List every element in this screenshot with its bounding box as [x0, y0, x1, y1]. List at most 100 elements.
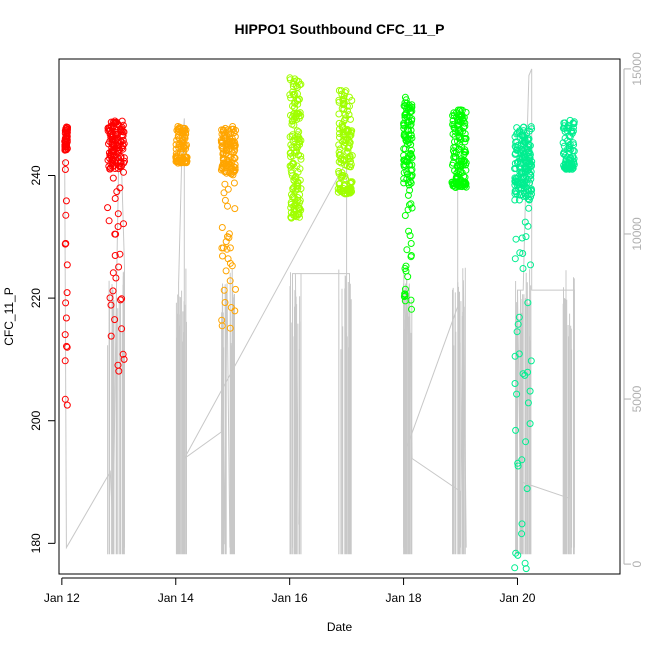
data-point [525, 147, 533, 155]
data-point [219, 252, 226, 260]
data-point [232, 285, 239, 293]
data-point [222, 267, 230, 275]
data-point [107, 332, 115, 340]
plot-frame [58, 58, 621, 575]
x-axis-label: Date [327, 620, 353, 634]
data-point [289, 159, 297, 167]
data-point [524, 222, 532, 230]
data-point [227, 170, 235, 178]
data-point [120, 355, 128, 363]
data-point [452, 153, 460, 161]
data-point [524, 148, 532, 156]
data-point [62, 299, 70, 307]
data-point [294, 168, 302, 176]
data-point [228, 262, 236, 270]
data-point [517, 180, 525, 188]
data-point [451, 132, 459, 140]
data-point [514, 320, 522, 328]
data-point [286, 91, 294, 99]
data-point [61, 331, 69, 339]
data-point [109, 146, 117, 154]
data-point [113, 139, 121, 147]
data-point [221, 299, 229, 306]
data-point [118, 117, 126, 125]
data-point [114, 223, 122, 231]
data-point [231, 133, 239, 141]
data-point [348, 152, 356, 160]
data-point [107, 164, 115, 172]
data-point [404, 206, 412, 214]
data-point [526, 387, 534, 395]
altitude-profile-spikes [221, 268, 235, 555]
data-point [345, 93, 353, 101]
data-point [460, 123, 468, 131]
data-point [513, 390, 521, 398]
data-point [112, 118, 120, 126]
data-point [560, 162, 568, 169]
data-point [106, 294, 114, 302]
data-point [406, 108, 414, 116]
data-point [518, 520, 526, 528]
data-point [111, 252, 119, 259]
data-point [224, 202, 231, 210]
data-point [527, 123, 535, 131]
y-tick-label: 220 [29, 288, 43, 308]
data-point [518, 456, 526, 464]
data-point [514, 462, 522, 470]
data-point [180, 125, 188, 133]
data-point [179, 143, 187, 151]
data-point [61, 166, 69, 173]
altitude-profile-spikes [107, 271, 125, 555]
data-point [519, 250, 527, 257]
data-point [119, 350, 127, 358]
data-point [63, 141, 71, 148]
data-point [226, 244, 234, 252]
data-point [225, 234, 233, 242]
data-point [335, 119, 343, 127]
data-point [231, 307, 239, 315]
data-point [222, 143, 230, 151]
data-point [524, 157, 532, 165]
data-point [564, 122, 572, 129]
data-point [406, 122, 414, 130]
data-point [334, 188, 342, 196]
data-point [344, 126, 351, 133]
data-point [225, 230, 233, 238]
data-point [172, 141, 180, 149]
altitude-profile-spikes [562, 270, 575, 555]
data-point [516, 163, 523, 171]
data-point [179, 139, 187, 147]
data-point [400, 293, 408, 301]
data-point [296, 199, 303, 207]
data-point [104, 204, 112, 212]
data-point [293, 147, 301, 155]
data-point [63, 401, 71, 409]
data-point [347, 128, 355, 136]
data-point [293, 127, 301, 135]
data-point [453, 169, 461, 177]
data-point [461, 122, 469, 130]
data-point [456, 125, 464, 133]
data-point [347, 115, 354, 123]
data-point [561, 163, 569, 171]
data-point [291, 109, 298, 117]
data-point [527, 261, 534, 269]
data-point [457, 136, 465, 144]
data-point [287, 213, 295, 221]
data-point [335, 180, 343, 188]
data-point [403, 113, 411, 121]
data-point [522, 183, 530, 191]
data-point [294, 96, 302, 104]
data-point [62, 159, 70, 167]
data-point [452, 149, 460, 157]
data-point [114, 361, 122, 369]
data-point [524, 185, 532, 193]
data-point [513, 328, 521, 336]
data-point [341, 139, 349, 147]
data-point [523, 485, 531, 493]
data-point [403, 140, 411, 148]
data-point [518, 145, 526, 153]
data-point [511, 196, 519, 204]
data-point [218, 316, 226, 324]
data-point [288, 169, 296, 177]
